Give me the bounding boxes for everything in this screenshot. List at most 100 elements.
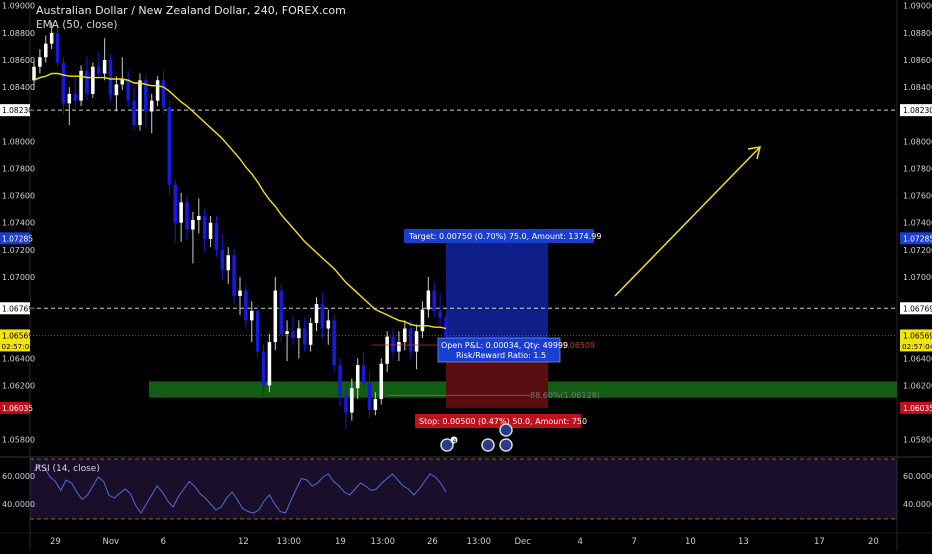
countdown-left-text: 02:57:04: [2, 342, 35, 351]
candle-body: [232, 255, 236, 296]
price-tick-left: 1.08000: [2, 137, 35, 146]
candle-body: [138, 80, 142, 126]
candle-body: [391, 336, 395, 352]
time-tick: 29: [50, 537, 61, 547]
candle-body: [385, 336, 389, 364]
time-tick: 4: [578, 537, 583, 547]
stop-label-box[interactable]: [415, 414, 581, 428]
rsi-label: RSI (14, close): [35, 464, 100, 474]
candle-body: [414, 331, 419, 352]
candle-body: [297, 328, 301, 339]
price-tick-left: 1.08800: [2, 29, 35, 38]
candle-body: [326, 320, 331, 329]
price-tick-left: 1.05800: [2, 436, 35, 445]
rsi-line[interactable]: [33, 464, 447, 514]
time-tick: Nov: [103, 537, 120, 547]
candle-body: [238, 290, 242, 296]
rsi-pane[interactable]: RSI (14, close) 60.0000 40.0000 60.0000 …: [2, 458, 932, 520]
event-marker-globe-icon[interactable]: [440, 438, 454, 452]
event-markers[interactable]: 4: [440, 423, 513, 452]
fib-label: 88.60%(1.06128): [530, 391, 600, 400]
time-tick: 19: [335, 537, 346, 547]
candle-body: [273, 290, 278, 343]
event-marker-globe-icon[interactable]: [481, 438, 495, 452]
target-zone[interactable]: [446, 238, 548, 341]
price-tick-left: 1.07400: [2, 219, 35, 228]
current-price-tag-right-text: 1.06569: [903, 331, 932, 340]
candle-body: [61, 62, 66, 104]
price-tick-right: 1.07600: [903, 192, 932, 201]
time-tick: 26: [427, 537, 438, 547]
hline-tag-1.08230-left-text: 1.08230: [2, 106, 33, 115]
time-axis-ticks[interactable]: 29 Nov 6 12 13:00 19 13:00 26 13:00 Dec 4 7 10 13 17 20: [50, 537, 879, 547]
candle-body: [32, 66, 36, 81]
candle-body: [179, 202, 183, 223]
ema-line[interactable]: [33, 72, 447, 330]
hline-tag-1.08230-left-box: [0, 104, 30, 117]
price-tick-left: 1.07000: [2, 273, 35, 282]
price-tick-left: 1.06200: [2, 381, 35, 390]
candles[interactable]: [32, 21, 448, 429]
time-tick: 13:00: [277, 537, 302, 547]
price-tick-right: 1.07200: [903, 246, 932, 255]
time-tick: 6: [161, 537, 166, 547]
price-tick-right: 1.08400: [903, 83, 932, 92]
price-axis-ticks[interactable]: 1.09000 1.09000 1.08800 1.08800 1.08600 1.086…: [2, 2, 932, 445]
event-marker-globe-icon[interactable]: [499, 438, 513, 452]
rsi-tick-left-40: 40.0000: [2, 500, 35, 509]
candle-body: [244, 290, 248, 321]
candle-body: [279, 290, 283, 334]
candle-body: [214, 222, 219, 250]
candle-body: [161, 80, 166, 108]
candle-body: [38, 57, 42, 67]
price-tag-1.07285-right-text: 1.07285: [903, 234, 932, 243]
time-tick: 20: [868, 537, 879, 547]
price-tag-1.06035-left-box: [0, 401, 30, 414]
price-tick-left: 1.07200: [2, 246, 35, 255]
hline-tag-1.06769-left-text: 1.06769: [2, 304, 33, 313]
target-label-box[interactable]: [404, 229, 594, 243]
candle-body: [226, 255, 230, 271]
candle-body: [67, 93, 72, 104]
candle-body: [91, 66, 95, 94]
hline-tag-1.06769-left-box: [0, 302, 30, 315]
time-tick: 10: [685, 537, 696, 547]
current-price-tag-left-box: [0, 329, 30, 342]
pnl-box[interactable]: [437, 337, 561, 363]
candle-body: [55, 32, 60, 63]
candle-body: [397, 342, 401, 352]
entry-label: 1.06509: [562, 341, 595, 350]
rsi-tick-right-40: 40.0000: [903, 500, 932, 509]
countdown-left-box: [0, 340, 30, 352]
price-tick-left: 1.08400: [2, 83, 35, 92]
price-tick-left: 1.06400: [2, 354, 35, 363]
price-tags: 1.08230 1.08230 1.06769 1.06769 1.07285 1.072…: [0, 104, 932, 414]
candle-body: [361, 365, 366, 383]
hline-tag-1.08230-right-box: [900, 104, 932, 117]
hline-tag-1.06769-right-box: [900, 302, 932, 315]
hline-tag-1.06769-right-text: 1.06769: [903, 304, 932, 313]
trend-arrow[interactable]: [614, 146, 762, 297]
candle-body: [155, 80, 160, 101]
price-tag-1.07285-right-box: [900, 232, 932, 245]
price-tick-left: 1.07800: [2, 164, 35, 173]
candle-body: [320, 304, 325, 329]
stop-label: Stop: 0.00500 (0.47%) 50.0, Amount: 750: [419, 417, 587, 426]
time-tick: 17: [814, 537, 825, 547]
event-marker-globe-icon[interactable]: [499, 423, 513, 437]
rsi-band: [30, 459, 897, 519]
candle-body: [438, 310, 442, 318]
rr-label: Risk/Reward Ratio: 1.5: [456, 351, 546, 360]
candle-body: [267, 342, 272, 386]
candle-body: [379, 363, 384, 400]
event-marker-count-badge: [450, 436, 458, 444]
rsi-tick-left-60: 60.0000: [2, 472, 35, 481]
price-tick-right: 1.08800: [903, 29, 932, 38]
candle-body: [73, 93, 77, 101]
time-tick: 13:00: [467, 537, 492, 547]
candle-body: [149, 100, 154, 112]
price-tick-right: 1.07000: [903, 273, 932, 282]
candle-body: [444, 317, 448, 337]
countdown-right-box: [900, 340, 932, 352]
